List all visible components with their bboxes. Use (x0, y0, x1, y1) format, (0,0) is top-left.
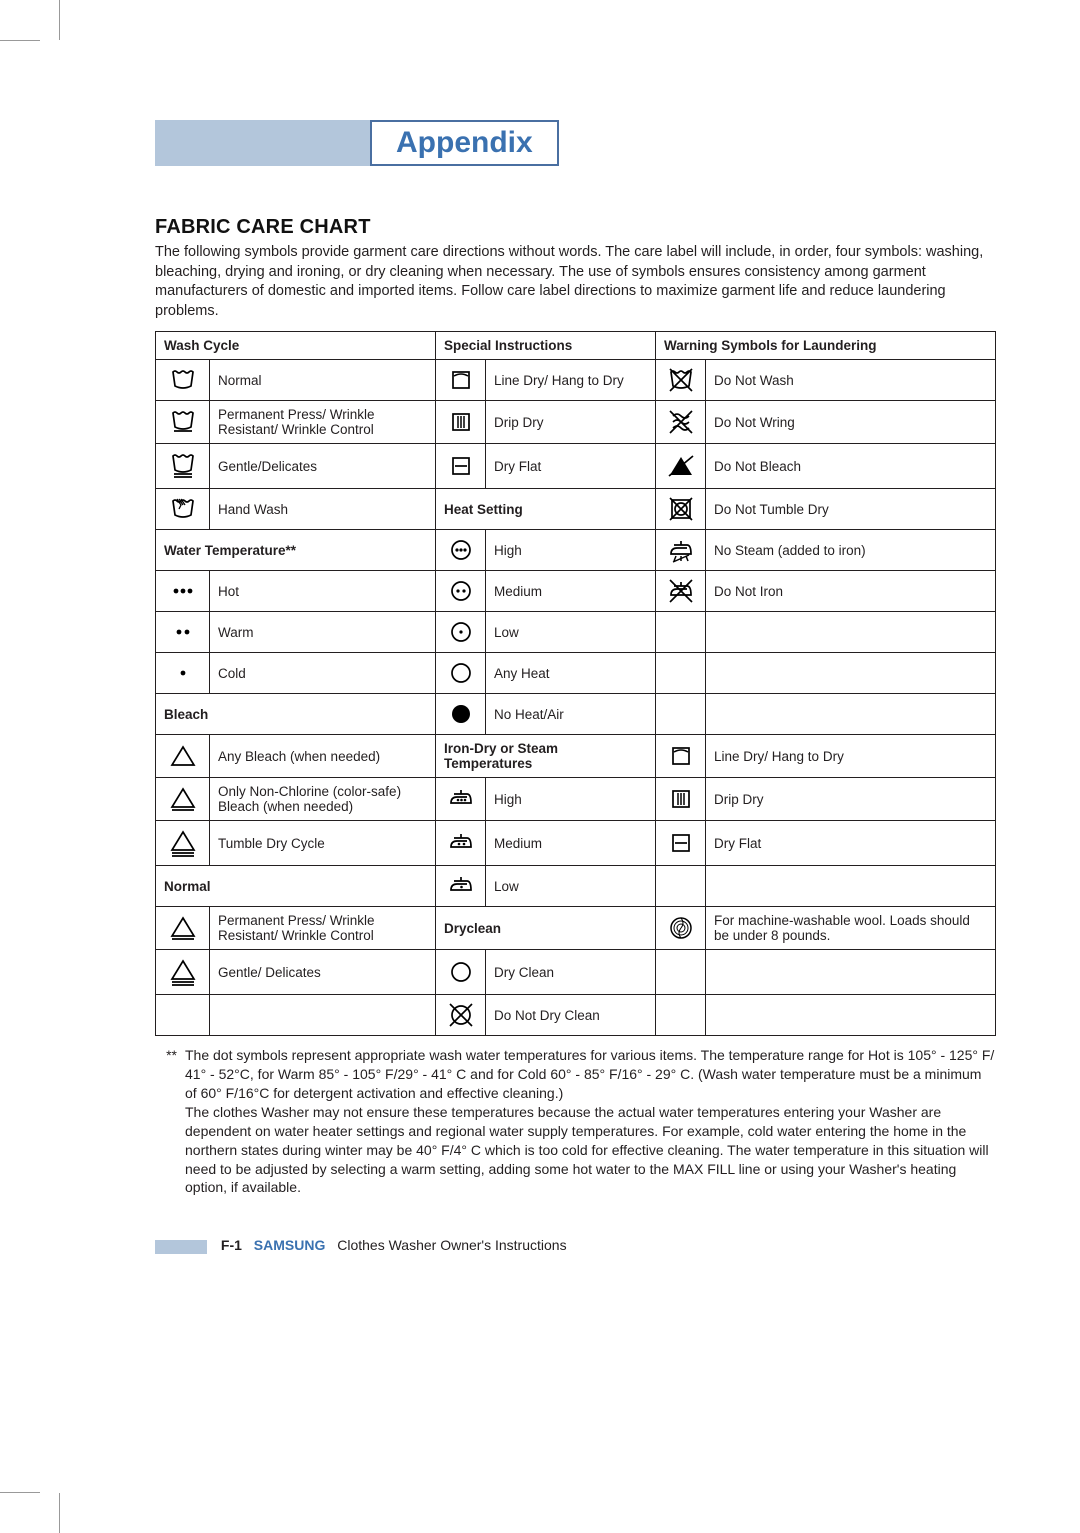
header-heat-setting: Heat Setting (436, 489, 656, 530)
dry-flat-icon (436, 444, 486, 489)
label: Hot (210, 571, 436, 612)
wash-normal-icon (156, 360, 210, 401)
do-not-bleach-icon (656, 444, 706, 489)
footer-accent-bar (155, 1240, 207, 1254)
label: Drip Dry (486, 401, 656, 444)
wash-permpress-icon (156, 401, 210, 444)
temp-warm-icon (156, 612, 210, 653)
nonchl-bleach-icon (156, 778, 210, 821)
label: Low (486, 866, 656, 907)
footnote-mark: ** (155, 1046, 185, 1197)
label: Any Heat (486, 653, 656, 694)
label: For machine-washable wool. Loads should … (706, 907, 996, 950)
label: No Heat/Air (486, 694, 656, 735)
temp-hot-icon (156, 571, 210, 612)
footnote-p1: The dot symbols represent appropriate wa… (185, 1046, 995, 1103)
header-special: Special Instructions (436, 332, 656, 360)
line-dry-icon (436, 360, 486, 401)
no-dryclean-icon (436, 995, 486, 1036)
label: Warm (210, 612, 436, 653)
accent-bar (155, 120, 370, 166)
footnote: ** The dot symbols represent appropriate… (155, 1046, 995, 1197)
doc-title: Clothes Washer Owner's Instructions (337, 1237, 566, 1253)
header-bleach: Bleach (156, 694, 436, 735)
drip-dry-icon (436, 401, 486, 444)
line-dry-icon (656, 735, 706, 778)
any-heat-icon (436, 653, 486, 694)
wool-icon (656, 907, 706, 950)
dry-gentle-icon (156, 950, 210, 995)
header-water-temp: Water Temperature** (156, 530, 436, 571)
label: Do Not Iron (706, 571, 996, 612)
header-warning: Warning Symbols for Laundering (656, 332, 996, 360)
do-not-tumble-icon (656, 489, 706, 530)
header-wash-cycle: Wash Cycle (156, 332, 436, 360)
label: Gentle/ Delicates (210, 950, 436, 995)
label: Medium (486, 571, 656, 612)
appendix-title: Appendix (396, 126, 533, 160)
label: Any Bleach (when needed) (210, 735, 436, 778)
label: High (486, 530, 656, 571)
label: Tumble Dry Cycle (210, 821, 436, 866)
appendix-header: Appendix (155, 120, 995, 166)
do-not-wash-icon (656, 360, 706, 401)
label: Line Dry/ Hang to Dry (486, 360, 656, 401)
label: High (486, 778, 656, 821)
label: Do Not Wring (706, 401, 996, 444)
label: Medium (486, 821, 656, 866)
label: Drip Dry (706, 778, 996, 821)
label: Permanent Press/ Wrinkle Resistant/ Wrin… (210, 401, 436, 444)
no-steam-icon (656, 530, 706, 571)
dry-permpress-icon (156, 907, 210, 950)
footnote-p2: The clothes Washer may not ensure these … (185, 1103, 995, 1197)
label: Do Not Dry Clean (486, 995, 656, 1036)
header-iron-temp: Iron-Dry or Steam Temperatures (436, 735, 656, 778)
dryclean-icon (436, 950, 486, 995)
label: Cold (210, 653, 436, 694)
no-heat-icon (436, 694, 486, 735)
label: Do Not Bleach (706, 444, 996, 489)
do-not-iron-icon (656, 571, 706, 612)
header-normal: Normal (156, 866, 436, 907)
label: Do Not Wash (706, 360, 996, 401)
label: Dry Clean (486, 950, 656, 995)
brand: SAMSUNG (254, 1237, 326, 1253)
temp-cold-icon (156, 653, 210, 694)
label: Hand Wash (210, 489, 436, 530)
any-bleach-icon (156, 735, 210, 778)
drip-dry-icon (656, 778, 706, 821)
appendix-title-box: Appendix (370, 120, 559, 166)
heat-high-icon (436, 530, 486, 571)
iron-low-icon (436, 866, 486, 907)
label: Gentle/Delicates (210, 444, 436, 489)
page-footer: F-1 SAMSUNG Clothes Washer Owner's Instr… (155, 1237, 995, 1253)
heat-low-icon (436, 612, 486, 653)
page-number: F-1 (221, 1237, 242, 1253)
header-dryclean: Dryclean (436, 907, 656, 950)
do-not-wring-icon (656, 401, 706, 444)
wash-gentle-icon (156, 444, 210, 489)
label: Dry Flat (706, 821, 996, 866)
iron-med-icon (436, 821, 486, 866)
iron-high-icon (436, 778, 486, 821)
section-title: FABRIC CARE CHART (155, 216, 995, 239)
dry-flat-icon (656, 821, 706, 866)
hand-wash-icon (156, 489, 210, 530)
intro-text: The following symbols provide garment ca… (155, 243, 995, 321)
label: No Steam (added to iron) (706, 530, 996, 571)
label: Dry Flat (486, 444, 656, 489)
tumble-dry-icon (156, 821, 210, 866)
label: Low (486, 612, 656, 653)
fabric-care-table: Wash Cycle Special Instructions Warning … (155, 331, 996, 1036)
label: Line Dry/ Hang to Dry (706, 735, 996, 778)
label: Normal (210, 360, 436, 401)
label: Permanent Press/ Wrinkle Resistant/ Wrin… (210, 907, 436, 950)
heat-med-icon (436, 571, 486, 612)
label: Only Non-Chlorine (color-safe) Bleach (w… (210, 778, 436, 821)
label: Do Not Tumble Dry (706, 489, 996, 530)
